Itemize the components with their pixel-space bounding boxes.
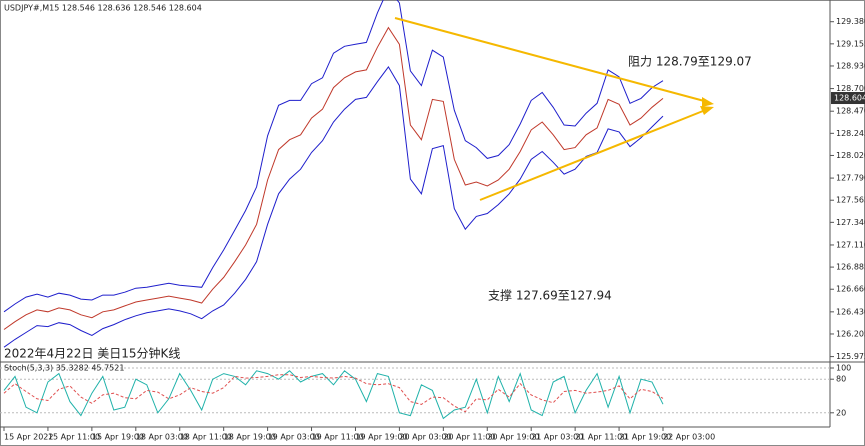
y-tick-label: 126.205: [836, 329, 865, 338]
chart-title: USDJPY#,M15 128.546 128.636 128.546 128.…: [4, 4, 202, 13]
x-tick-label: 20 Apr 19:00: [487, 433, 539, 442]
series-line: [3, 370, 664, 420]
x-tick-label: 22 Apr 03:00: [663, 433, 715, 442]
y-tick-label: 128.020: [836, 151, 865, 160]
y-tick-label: 128.930: [836, 61, 865, 70]
resistance-line: [394, 17, 709, 103]
y-tick-label: 126.660: [836, 285, 865, 294]
y-tick-label: 126.885: [836, 263, 865, 272]
y-tick-label: 129.380: [836, 17, 865, 26]
annotation: 支撑 127.69至127.94: [488, 288, 612, 303]
series-line: [3, 65, 664, 348]
price-label: 128.604: [834, 94, 865, 103]
y-tick-label: 127.340: [836, 218, 865, 227]
y-tick-label: 20: [836, 408, 846, 417]
y-tick-label: 128.245: [836, 129, 865, 138]
annotation: 2022年4月22日 美日15分钟K线: [4, 346, 180, 361]
y-tick-label: 128.470: [836, 107, 865, 116]
x-tick-label: 15 Apr 19:00: [92, 433, 144, 442]
series-line: [3, 26, 664, 330]
price-marker: [831, 92, 865, 105]
series-line: [3, 0, 664, 313]
y-tick-label: 127.110: [836, 240, 865, 249]
annotation: 阻力 128.79至129.07: [628, 55, 752, 69]
x-tick-label: 21 Apr 11:00: [575, 433, 627, 442]
y-tick-label: 80: [836, 375, 846, 384]
x-tick-label: 21 Apr 03:00: [531, 433, 583, 442]
support-line: [479, 108, 709, 201]
x-tick-label: 20 Apr 11:00: [443, 433, 495, 442]
x-tick-label: 21 Apr 19:00: [619, 433, 671, 442]
y-tick-label: 126.430: [836, 307, 865, 316]
x-tick-label: 20 Apr 03:00: [399, 433, 451, 442]
x-tick-label: 19 Apr 03:00: [268, 433, 320, 442]
x-tick-label: 19 Apr 11:00: [312, 433, 364, 442]
x-tick-label: 19 Apr 19:00: [355, 433, 407, 442]
arrow-head: [702, 97, 714, 107]
y-tick-label: 100: [836, 364, 851, 373]
x-tick-label: 15 Apr 11:00: [48, 433, 100, 442]
series-line: [3, 374, 664, 413]
y-tick-label: 127.565: [836, 196, 865, 205]
x-tick-label: 18 Apr 19:00: [224, 433, 276, 442]
arrow-head: [700, 106, 714, 115]
x-tick-label: 18 Apr 03:00: [136, 433, 188, 442]
x-tick-label: 15 Apr 2022: [4, 433, 53, 442]
x-tick-label: 18 Apr 11:00: [180, 433, 232, 442]
indicator-title: Stoch(5,3,3) 35.3282 45.7521: [4, 364, 124, 373]
y-tick-label: 128.700: [836, 84, 865, 93]
y-tick-label: 125.975: [836, 352, 865, 361]
y-tick-label: 127.790: [836, 174, 865, 183]
y-tick-label: 129.155: [836, 39, 865, 48]
